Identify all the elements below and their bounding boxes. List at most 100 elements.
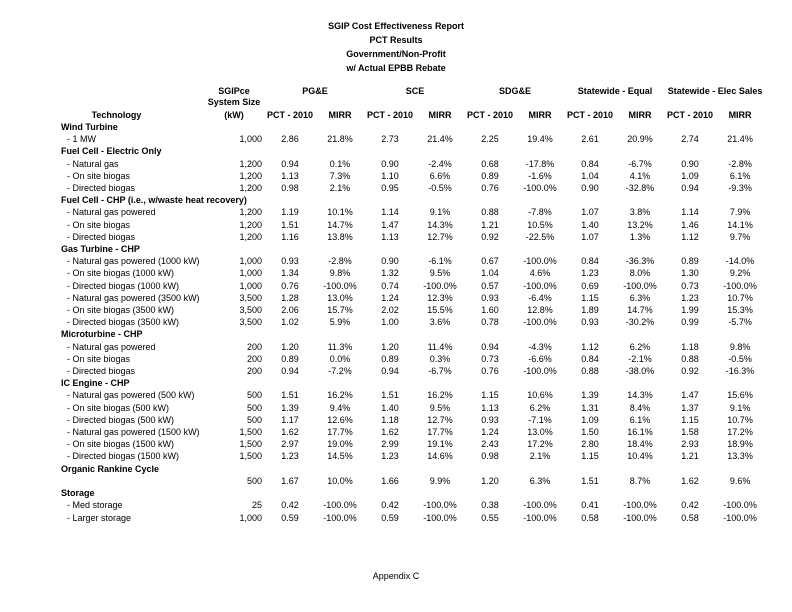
mirr-value: -100.0% [623, 512, 657, 523]
tech-label: - On site biogas (500 kW) [67, 402, 170, 413]
pct-value: 0.42 [381, 500, 399, 511]
mirr-value: 12.8% [527, 305, 553, 316]
pct-value: 2.86 [281, 134, 299, 145]
tech-label: - On site biogas [67, 219, 131, 230]
mirr-value: -100.0% [523, 512, 557, 523]
pct-value: 2.97 [281, 439, 299, 450]
pct-value: 0.41 [581, 500, 599, 511]
tech-label: - Directed biogas (3500 kW) [67, 317, 180, 328]
mirr-value: -7.2% [328, 366, 352, 377]
pct-value: 0.88 [581, 366, 599, 377]
mirr-value: -100.0% [523, 256, 557, 267]
report-title-line-4: w/ Actual EPBB Rebate [346, 63, 446, 73]
pct-value: 2.93 [681, 439, 699, 450]
system-size-value: 1,200 [239, 170, 262, 181]
pct-value: 1.89 [581, 305, 599, 316]
tech-label: - Directed biogas [67, 231, 136, 242]
table-row: - Natural gas powered (1500 kW) 1,500 1.62… [58, 426, 765, 438]
pct-value: 0.89 [681, 256, 699, 267]
pct-value: 0.76 [481, 366, 499, 377]
system-size-value: 1,200 [239, 158, 262, 169]
table-row: - Directed biogas 200 0.94 -7.2% 0.94 -6.7% 0.… [58, 365, 765, 377]
mirr-value: 21.4% [427, 134, 453, 145]
mirr-value: 7.9% [729, 207, 751, 218]
mirr-value: 15.7% [327, 305, 353, 316]
pct-value: 1.15 [681, 414, 699, 425]
mirr-value: 19.1% [427, 439, 453, 450]
mirr-value: -6.1% [428, 256, 452, 267]
system-size-value: 500 [246, 475, 262, 486]
pct-value: 1.10 [381, 170, 399, 181]
tech-label: - Larger storage [67, 512, 132, 523]
mirr-value: 21.4% [727, 134, 753, 145]
mirr-value: 16.1% [627, 427, 653, 438]
tech-label: - Natural gas powered (3500 kW) [67, 292, 200, 303]
table-row: - Directed biogas (500 kW) 500 1.17 12.6% 1.… [58, 414, 765, 426]
mirr-value: 14.3% [627, 390, 653, 401]
table-row: - Natural gas 1,200 0.94 0.1% 0.90 -2.4% 0.68 -… [58, 158, 765, 170]
mirr-value: -4.3% [528, 341, 552, 352]
mirr-value: 13.0% [327, 292, 353, 303]
section-title: Gas Turbine - CHP [61, 244, 140, 255]
mirr-value: 2.1% [529, 451, 551, 462]
pct-value: 1.18 [681, 341, 699, 352]
pct-value: 1.15 [581, 292, 599, 303]
pct-value: 1.09 [581, 414, 599, 425]
mirr-value: 13.8% [327, 231, 353, 242]
pct-value: 1.28 [281, 292, 299, 303]
pct-value: 0.88 [681, 353, 699, 364]
system-size-value: 1,200 [239, 183, 262, 194]
sub-header-pct-pge: PCT - 2010 [266, 110, 314, 120]
mirr-value: 10.6% [527, 390, 553, 401]
mirr-value: 6.1% [729, 170, 751, 181]
mirr-value: -30.2% [625, 317, 655, 328]
tech-label: - Natural gas powered [67, 207, 156, 218]
pct-value: 1.13 [481, 402, 499, 413]
mirr-value: 9.9% [429, 475, 451, 486]
table-row: - On site biogas (500 kW) 500 1.39 9.4% 1.40… [58, 402, 765, 414]
pct-value: 0.98 [281, 183, 299, 194]
mirr-value: 14.3% [427, 219, 453, 230]
system-size-value: 1,000 [239, 280, 262, 291]
tech-label: - Directed biogas [67, 183, 136, 194]
pct-value: 0.89 [481, 170, 499, 181]
mirr-value: 6.2% [529, 402, 551, 413]
mirr-value: 6.6% [429, 170, 451, 181]
mirr-value: 9.7% [729, 231, 751, 242]
mirr-value: 21.8% [327, 134, 353, 145]
group-header-sce: SCE [405, 86, 425, 96]
mirr-value: 10.1% [327, 207, 353, 218]
pct-value: 1.12 [681, 231, 699, 242]
pct-value: 1.47 [681, 390, 699, 401]
section-header-row: Organic Rankine Cycle [58, 463, 765, 475]
pct-value: 0.84 [581, 353, 599, 364]
mirr-value: -2.8% [328, 256, 352, 267]
pct-value: 2.99 [381, 439, 399, 450]
tech-label: - Directed biogas [67, 366, 136, 377]
pct-value: 0.89 [381, 353, 399, 364]
mirr-value: 14.1% [727, 219, 753, 230]
mirr-value: -100.0% [323, 512, 357, 523]
pct-value: 0.94 [281, 366, 299, 377]
mirr-value: -100.0% [423, 500, 457, 511]
mirr-value: 15.5% [427, 305, 453, 316]
sub-header-mirr-statewide-equal: MIRR [628, 110, 652, 120]
pct-value: 1.67 [281, 475, 299, 486]
mirr-value: 3.8% [629, 207, 651, 218]
pct-value: 0.88 [481, 207, 499, 218]
pct-value: 1.04 [581, 170, 599, 181]
pct-value: 2.74 [681, 134, 699, 145]
mirr-value: -6.4% [528, 292, 552, 303]
pct-value: 0.69 [581, 280, 599, 291]
mirr-value: 18.4% [627, 439, 653, 450]
mirr-value: 17.2% [527, 439, 553, 450]
mirr-value: -100.0% [723, 280, 757, 291]
sub-header-pct-sdge: PCT - 2010 [467, 110, 514, 120]
mirr-value: -100.0% [523, 366, 557, 377]
section-title: Fuel Cell - CHP (i.e., w/waste heat reco… [61, 195, 247, 206]
pct-value: 0.84 [581, 158, 599, 169]
pct-value: 0.92 [681, 366, 699, 377]
mirr-value: 4.6% [529, 268, 551, 279]
pct-value: 0.57 [481, 280, 499, 291]
